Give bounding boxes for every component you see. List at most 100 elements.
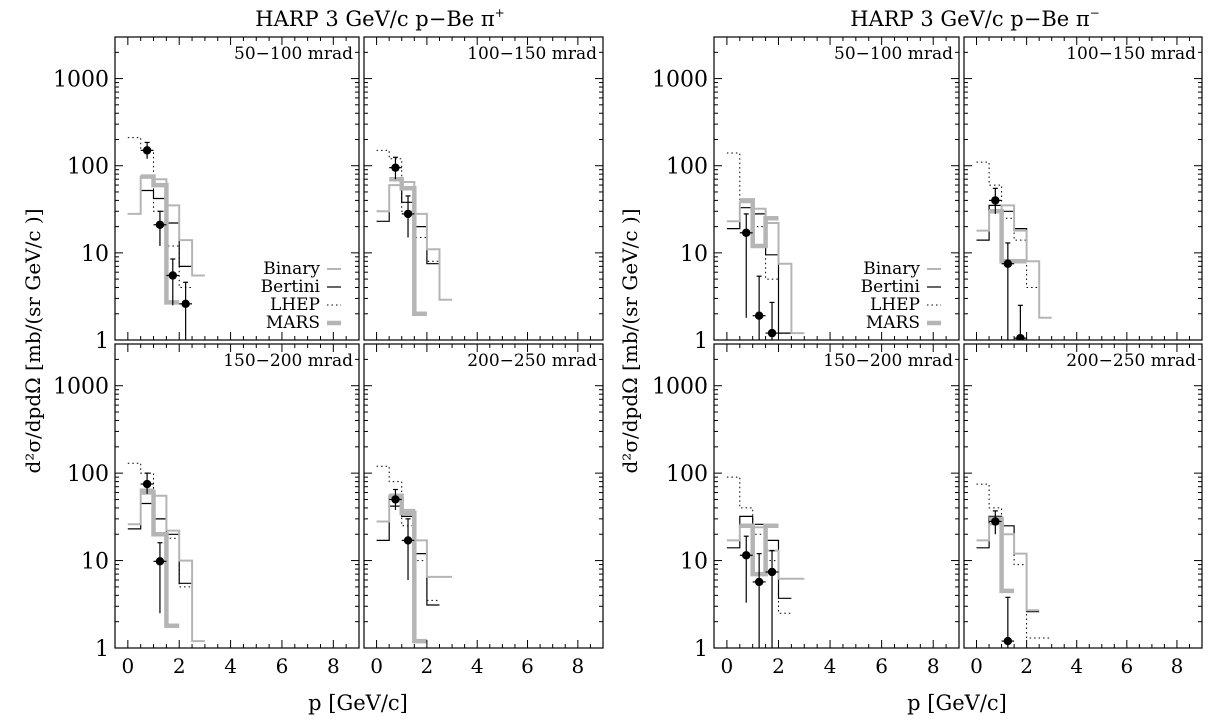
mars-histogram-line [389,493,427,644]
data-point [403,536,413,545]
panel-frame [114,36,360,341]
data-point [391,163,400,172]
panel-angle-label: 200−250 mrad [467,351,597,371]
y-tick-label: 10 [680,550,708,575]
data-point [168,271,177,280]
x-tick-label: 8 [1171,654,1184,678]
y-tick-label: 100 [666,155,708,180]
left-x-axis-label: p [GeV/c] [308,691,408,715]
legend-label: Binary [863,259,920,279]
panel-1-0: 1 10 100 1000 50−100 mrad BinaryBertiniLHEPMA… [652,36,960,354]
data-point [181,299,190,309]
data-point [142,479,152,489]
left-figure-title: HARP 3 GeV/c p−Be π+ [255,6,504,31]
legend-label: MARS [866,313,920,333]
right-x-axis-label: p [GeV/c] [907,691,1007,715]
x-tick-label: 8 [927,654,940,678]
x-tick-label: 6 [1120,654,1133,678]
x-tick-label: 8 [327,654,340,678]
y-tick-label: 100 [67,462,109,487]
panel-content [127,137,205,340]
data-point [754,311,764,320]
x-tick-label: 0 [370,654,383,678]
data-point [991,517,1000,526]
data-point [742,228,751,237]
binary-histogram-line [376,494,453,578]
data-point [767,328,777,338]
data-point [403,209,413,219]
lhep-histogram-line [726,476,792,614]
x-tick-label: 2 [1020,654,1033,678]
y-tick-label: 1000 [53,375,109,400]
mars-histogram-line [739,198,779,249]
x-tick-label: 2 [421,654,434,678]
x-tick-label: 2 [173,654,186,678]
y-tick-label: 1 [95,637,109,662]
x-tick-label: 0 [121,654,134,678]
data-point [742,551,751,560]
panel-content [127,462,205,643]
x-tick-label: 0 [970,654,983,678]
right-figure-title: HARP 3 GeV/c p−Be π− [850,6,1099,31]
panel-content [976,483,1052,648]
panel-angle-label: 150−200 mrad [823,351,953,371]
panel-content [376,149,453,317]
x-tick-label: 6 [875,654,888,678]
panel-angle-label: 100−150 mrad [467,44,597,64]
right-y-axis-label: d²σ/dpdΩ [mb/(sr GeV/c )] [618,208,642,473]
lhep-histogram-line [726,152,792,334]
legend-label: MARS [266,313,320,333]
panel-frame [713,343,960,649]
panel-angle-label: 50−100 mrad [834,44,953,64]
x-tick-label: 6 [521,654,534,678]
data-point [991,196,1000,205]
mars-histogram-line [389,176,427,317]
panel-1-2: 1 10 100 1000 0 2 4 6 8 150−200 mrad [652,343,960,678]
panel-frame [713,36,960,341]
data-point [391,495,400,504]
legend-label: Bertini [861,277,921,297]
bertini-histogram-line [376,505,440,606]
legend-label: LHEP [270,295,320,315]
binary-histogram-line [976,204,1052,319]
data-point [1003,636,1013,646]
panel-frame [963,343,1203,649]
panel-frame [363,343,604,649]
mars-histogram-line [140,174,180,305]
x-tick-label: 0 [721,654,734,678]
panel-0-0: 1 10 100 1000 50−100 mrad BinaryBertiniLHEPMA… [53,36,360,354]
x-tick-label: 2 [772,654,785,678]
y-tick-label: 10 [81,242,109,267]
x-tick-label: 4 [224,654,237,678]
legend-label: Binary [263,259,320,279]
panel-0-3: 0 2 4 6 8 200−250 mrad [363,343,604,678]
y-tick-label: 10 [81,550,109,575]
panel-1-3: 0 2 4 6 8 200−250 mrad [963,343,1203,678]
data-point [754,577,764,587]
x-tick-label: 4 [824,654,837,678]
panel-1-1: 100−150 mrad [963,36,1203,341]
binary-histogram-line [976,523,1040,612]
y-tick-label: 1000 [53,68,109,93]
panel-content [976,161,1052,340]
binary-histogram-line [726,201,805,335]
panel-frame [363,36,604,341]
panel-frame [114,343,360,649]
legend-label: LHEP [870,295,920,315]
x-tick-label: 6 [276,654,289,678]
panel-content [376,465,453,644]
x-tick-label: 4 [1070,654,1083,678]
data-point [1003,259,1013,268]
panel-content [726,152,805,340]
y-tick-label: 1000 [652,68,708,93]
mars-histogram-line [140,490,180,628]
y-tick-label: 10 [680,242,708,267]
data-point [155,220,165,229]
x-tick-label: 8 [571,654,584,678]
left-y-axis-label: d²σ/dpdΩ [mb/(sr GeV/c )] [21,208,45,473]
panel-angle-label: 150−200 mrad [223,351,353,371]
data-point [142,146,152,155]
